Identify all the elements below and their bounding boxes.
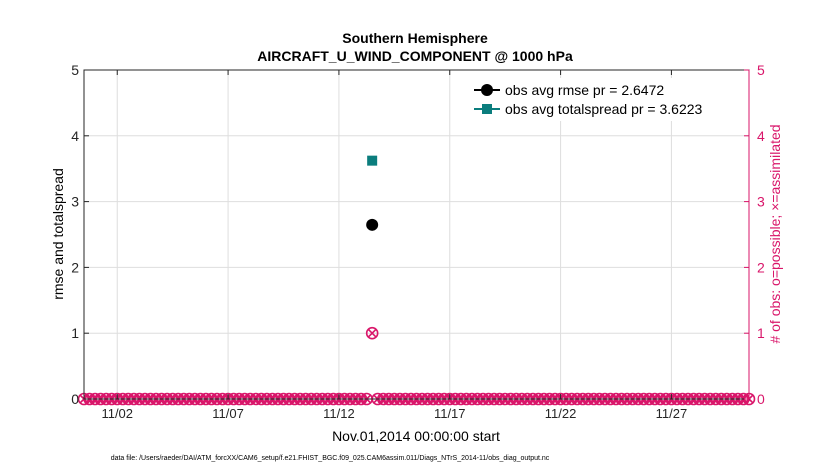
legend-box <box>472 78 742 121</box>
y2-tick-label: 3 <box>757 194 765 210</box>
x-axis-label: Nov.01,2014 00:00:00 start <box>332 428 500 444</box>
chart-title: Southern Hemisphere <box>342 30 488 46</box>
y-tick-label: 2 <box>71 259 79 275</box>
legend-totalspread-marker <box>482 104 492 114</box>
x-tick-label: 11/22 <box>545 406 577 421</box>
x-tick-label: 11/17 <box>434 406 466 421</box>
obs-assimilated-stroke <box>367 328 377 338</box>
obs-possible-marker <box>365 326 379 340</box>
obs-assimilated-marker <box>367 328 377 338</box>
x-tick-label: 11/02 <box>101 406 133 421</box>
y2-tick-label: 5 <box>757 62 765 78</box>
y2-tick-label: 4 <box>757 128 765 144</box>
y2-tick-label: 2 <box>757 259 765 275</box>
y-tick-label: 1 <box>71 325 79 341</box>
y-tick-label: 5 <box>71 62 79 78</box>
totalspread-point <box>367 155 378 166</box>
chart-subtitle: AIRCRAFT_U_WIND_COMPONENT @ 1000 hPa <box>257 48 573 64</box>
y-axis-right: 0 1 2 3 4 5 <box>744 62 765 407</box>
y-axis-left: 0 1 2 3 4 5 <box>71 62 89 407</box>
y-tick-label: 0 <box>71 391 79 407</box>
legend-rmse-label: obs avg rmse pr = 2.6472 <box>505 82 664 98</box>
y-tick-label: 3 <box>71 194 79 210</box>
y-axis-label: rmse and totalspread <box>50 168 66 300</box>
y2-tick-label: 1 <box>757 325 765 341</box>
legend: obs avg rmse pr = 2.6472 obs avg totalsp… <box>472 78 742 121</box>
legend-totalspread-label: obs avg totalspread pr = 3.6223 <box>505 101 703 117</box>
x-tick-label: 11/27 <box>656 406 688 421</box>
grid-lines <box>84 70 749 399</box>
rmse-point <box>366 218 379 231</box>
data-file-footnote: data file: /Users/raeder/DAI/ATM_forcXX/… <box>111 455 550 462</box>
data-markers <box>366 155 379 231</box>
x-tick-label: 11/07 <box>212 406 244 421</box>
plot-area <box>84 70 749 399</box>
legend-rmse-marker <box>481 84 493 96</box>
x-axis: 11/02 11/07 11/12 11/17 11/22 11/27 <box>101 70 687 421</box>
y2-tick-label: 0 <box>757 391 765 407</box>
x-tick-label: 11/12 <box>323 406 355 421</box>
y-tick-label: 4 <box>71 128 79 144</box>
y2-axis-label: # of obs: o=possible; ×=assimilated <box>767 124 783 343</box>
